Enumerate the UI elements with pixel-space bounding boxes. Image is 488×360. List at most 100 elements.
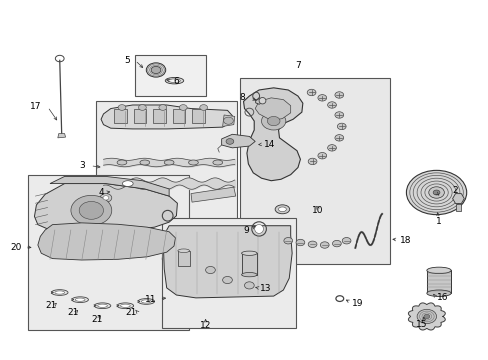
Polygon shape <box>192 109 204 123</box>
Circle shape <box>205 266 215 274</box>
Circle shape <box>317 153 326 159</box>
Text: 12: 12 <box>200 321 211 330</box>
Ellipse shape <box>72 297 88 302</box>
Circle shape <box>146 63 165 77</box>
Circle shape <box>222 276 232 284</box>
Polygon shape <box>133 109 146 123</box>
Polygon shape <box>34 184 177 233</box>
Text: 2: 2 <box>452 186 457 195</box>
Circle shape <box>100 194 112 202</box>
Text: 10: 10 <box>311 206 323 215</box>
Circle shape <box>337 123 346 130</box>
Circle shape <box>334 135 343 141</box>
Circle shape <box>332 240 341 247</box>
Text: 21: 21 <box>125 309 136 318</box>
Ellipse shape <box>178 249 189 252</box>
Text: 8: 8 <box>239 93 245 102</box>
Text: 21: 21 <box>67 309 79 318</box>
Text: 11: 11 <box>144 295 156 304</box>
Polygon shape <box>114 109 126 123</box>
Ellipse shape <box>212 160 222 165</box>
Bar <box>239 78 389 264</box>
Ellipse shape <box>117 160 126 165</box>
Ellipse shape <box>94 303 111 309</box>
Polygon shape <box>407 303 445 330</box>
Circle shape <box>223 117 233 124</box>
Ellipse shape <box>254 225 263 233</box>
Ellipse shape <box>241 273 257 277</box>
Polygon shape <box>191 187 235 202</box>
Ellipse shape <box>141 300 151 303</box>
Polygon shape <box>153 109 165 123</box>
Text: 18: 18 <box>399 236 411 245</box>
Circle shape <box>307 158 316 165</box>
Circle shape <box>261 112 285 130</box>
Polygon shape <box>455 204 460 211</box>
Text: 13: 13 <box>260 284 271 293</box>
Polygon shape <box>255 98 263 104</box>
Ellipse shape <box>168 79 180 82</box>
Bar <box>162 217 295 328</box>
Text: 15: 15 <box>415 320 427 329</box>
Polygon shape <box>255 98 290 120</box>
Ellipse shape <box>188 160 198 165</box>
Text: 19: 19 <box>351 299 362 308</box>
Circle shape <box>159 105 166 111</box>
Polygon shape <box>243 88 302 181</box>
Circle shape <box>406 170 466 215</box>
Circle shape <box>138 105 146 111</box>
Circle shape <box>432 190 439 195</box>
Circle shape <box>307 241 316 248</box>
Polygon shape <box>452 194 463 203</box>
Circle shape <box>327 102 336 108</box>
Ellipse shape <box>55 291 64 294</box>
Circle shape <box>244 282 254 289</box>
Text: 20: 20 <box>10 243 22 252</box>
Ellipse shape <box>278 207 286 212</box>
Polygon shape <box>58 134 65 138</box>
Text: 3: 3 <box>79 161 85 170</box>
Circle shape <box>118 105 125 111</box>
Circle shape <box>295 239 304 246</box>
Ellipse shape <box>117 303 133 309</box>
Ellipse shape <box>164 160 174 165</box>
Polygon shape <box>38 223 175 260</box>
Text: 17: 17 <box>30 102 41 111</box>
Ellipse shape <box>275 205 289 214</box>
Text: 5: 5 <box>124 56 130 65</box>
Text: 7: 7 <box>294 61 300 70</box>
Ellipse shape <box>259 98 265 104</box>
Circle shape <box>334 92 343 98</box>
Polygon shape <box>426 270 450 293</box>
Ellipse shape <box>98 304 107 307</box>
Circle shape <box>423 314 429 319</box>
Polygon shape <box>163 226 291 298</box>
Text: 6: 6 <box>173 77 179 86</box>
Circle shape <box>416 309 436 324</box>
Circle shape <box>327 145 336 151</box>
Ellipse shape <box>426 267 450 274</box>
Ellipse shape <box>120 304 130 307</box>
Circle shape <box>320 242 328 248</box>
Text: 14: 14 <box>264 140 275 149</box>
Circle shape <box>151 66 161 73</box>
Bar <box>28 175 188 330</box>
Circle shape <box>103 196 109 200</box>
Text: 16: 16 <box>436 293 447 302</box>
Circle shape <box>306 89 315 96</box>
Polygon shape <box>50 176 169 196</box>
Ellipse shape <box>75 298 85 301</box>
Ellipse shape <box>165 77 183 84</box>
Circle shape <box>79 202 103 219</box>
Circle shape <box>71 195 112 225</box>
Circle shape <box>179 105 187 111</box>
Polygon shape <box>172 109 185 123</box>
Polygon shape <box>101 105 232 129</box>
Ellipse shape <box>426 290 450 296</box>
Bar <box>96 102 237 226</box>
Text: 9: 9 <box>243 225 249 234</box>
Circle shape <box>428 187 444 198</box>
Polygon shape <box>221 134 255 148</box>
Text: 4: 4 <box>99 188 104 197</box>
Text: 1: 1 <box>435 217 441 226</box>
